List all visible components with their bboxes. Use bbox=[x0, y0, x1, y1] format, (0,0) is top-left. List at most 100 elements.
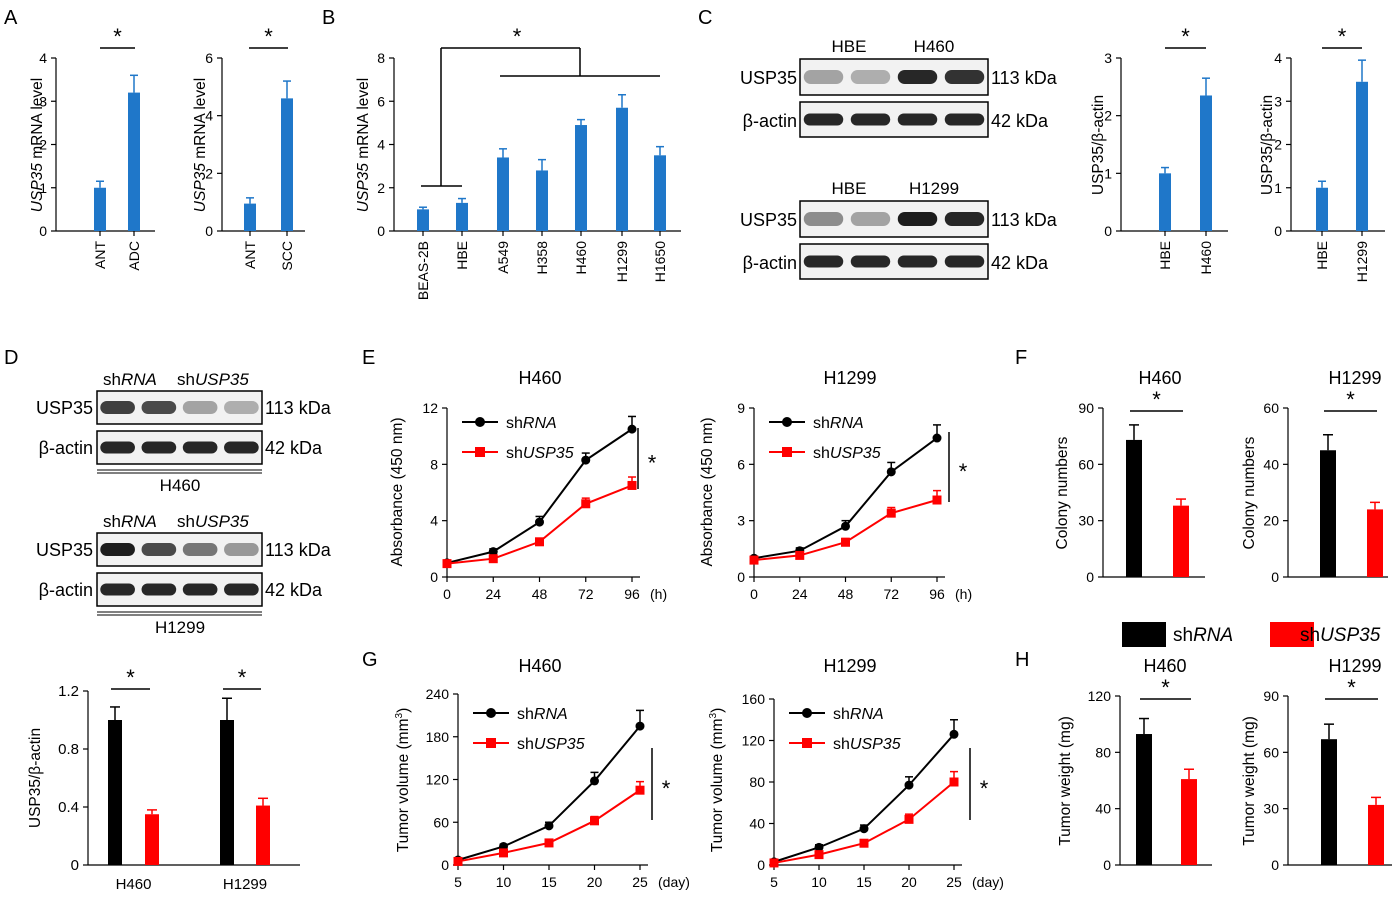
y-axis-label: Tumor volume (mm3) bbox=[708, 708, 726, 853]
data-point bbox=[932, 495, 942, 505]
protein-label: USP35 bbox=[36, 398, 93, 418]
bar bbox=[1367, 509, 1383, 577]
data-point bbox=[590, 776, 599, 786]
molecular-weight-label: 42 kDa bbox=[991, 253, 1049, 273]
y-tick-label: 40 bbox=[1263, 456, 1279, 472]
data-point bbox=[499, 848, 508, 858]
x-tick-label: 15 bbox=[856, 874, 872, 890]
data-point bbox=[769, 858, 779, 868]
y-axis-label: USP35/β-actin bbox=[1259, 95, 1276, 195]
x-tick-label: 20 bbox=[901, 874, 917, 890]
protein-label: USP35 bbox=[740, 68, 797, 88]
data-point bbox=[904, 780, 914, 790]
y-tick-label: 0 bbox=[1086, 569, 1094, 585]
data-point bbox=[814, 842, 824, 852]
lane-group-label: shRNA bbox=[103, 370, 157, 389]
bar bbox=[220, 720, 234, 865]
chart-title: H1299 bbox=[823, 368, 876, 388]
bar bbox=[128, 92, 140, 231]
y-tick-label: 180 bbox=[426, 729, 450, 745]
blot-band bbox=[850, 212, 891, 226]
data-point bbox=[581, 455, 591, 465]
y-tick-label: 120 bbox=[1088, 688, 1112, 704]
protein-label: β-actin bbox=[39, 580, 93, 600]
chart-title: H1299 bbox=[823, 656, 876, 676]
legend-label: shRNA bbox=[506, 415, 557, 432]
panel-letter-b: B bbox=[322, 7, 335, 29]
y-tick-label: 6 bbox=[737, 456, 745, 472]
lane-group-label: shRNA bbox=[103, 512, 157, 531]
y-tick-label: 0 bbox=[39, 223, 47, 239]
significance-star: * bbox=[980, 776, 989, 801]
blot-band bbox=[141, 543, 177, 556]
panel-letter-d: D bbox=[4, 347, 18, 369]
bar bbox=[145, 814, 159, 865]
significance-star: * bbox=[126, 665, 135, 690]
significance-star: * bbox=[513, 24, 522, 49]
x-tick-label: H1650 bbox=[652, 241, 668, 282]
y-axis-label: USP35/β-actin bbox=[27, 728, 44, 828]
y-tick-label: 2 bbox=[39, 137, 47, 153]
legend-label: shUSP35 bbox=[833, 736, 901, 753]
bar bbox=[417, 209, 429, 231]
y-tick-label: 3 bbox=[1104, 50, 1112, 66]
data-point bbox=[488, 554, 498, 564]
y-axis-label: Absorbance (450 nm) bbox=[699, 417, 716, 566]
y-tick-label: 4 bbox=[205, 108, 213, 124]
data-point bbox=[886, 508, 896, 518]
legend-marker bbox=[782, 417, 792, 427]
chart-title: H460 bbox=[518, 656, 561, 676]
y-axis-label: Tumor volume (mm3) bbox=[394, 708, 412, 853]
blot-band bbox=[803, 70, 844, 84]
data-point bbox=[581, 499, 591, 509]
legend-label: shRNA bbox=[833, 706, 884, 723]
y-tick-label: 0 bbox=[757, 857, 765, 873]
y-tick-label: 30 bbox=[1263, 801, 1279, 817]
legend-label: shUSP35 bbox=[517, 736, 585, 753]
panel-letter-g: G bbox=[362, 649, 378, 671]
blot-band bbox=[803, 255, 844, 268]
lane-group-label: HBE bbox=[832, 179, 867, 198]
bar bbox=[108, 720, 122, 865]
significance-star: * bbox=[1161, 675, 1170, 700]
y-axis-label: Tumor weight (mg) bbox=[1057, 716, 1074, 845]
legend-marker bbox=[802, 708, 812, 718]
cell-line-label: H1299 bbox=[155, 618, 205, 637]
data-point bbox=[904, 814, 914, 824]
y-tick-label: 4 bbox=[377, 137, 385, 153]
y-tick-label: 3 bbox=[39, 93, 47, 109]
chart-f2-h1299-colonies: H1299 0 20 40 60 * Colony numbers bbox=[1241, 368, 1388, 585]
chart-title: H460 bbox=[1143, 656, 1186, 676]
lane-group-label: shUSP35 bbox=[177, 512, 249, 531]
y-tick-label: 0 bbox=[1104, 223, 1112, 239]
legend-label: shUSP35 bbox=[506, 445, 574, 462]
x-tick-label: 24 bbox=[792, 586, 808, 602]
x-tick-label: BEAS-2B bbox=[415, 241, 431, 300]
blot-band bbox=[850, 70, 891, 84]
x-tick-label: 96 bbox=[929, 586, 945, 602]
chart-title: H1299 bbox=[1328, 656, 1381, 676]
y-axis-label: USP35 mRNA level bbox=[355, 78, 372, 212]
x-tick-label: ADC bbox=[126, 241, 142, 271]
x-tick-label: 25 bbox=[632, 874, 648, 890]
data-point bbox=[749, 555, 759, 565]
y-tick-label: 60 bbox=[1263, 400, 1279, 416]
y-tick-label: 120 bbox=[742, 733, 766, 749]
x-tick-label: ANT bbox=[92, 241, 108, 269]
significance-star: * bbox=[959, 459, 968, 484]
molecular-weight-label: 42 kDa bbox=[265, 438, 323, 458]
chart-f1-h460-colonies: H460 0 30 60 90 * Colony numbers bbox=[1054, 368, 1205, 585]
data-point bbox=[635, 721, 645, 731]
protein-label: USP35 bbox=[740, 210, 797, 230]
legend-label: shUSP35 bbox=[1300, 625, 1381, 646]
legend-f: shRNA shUSP35 bbox=[1122, 622, 1381, 647]
data-point bbox=[859, 838, 869, 848]
y-tick-label: 4 bbox=[1274, 50, 1282, 66]
x-tick-label: SCC bbox=[279, 241, 295, 271]
blot-band bbox=[182, 543, 218, 556]
y-tick-label: 0 bbox=[1271, 857, 1279, 873]
y-tick-label: 80 bbox=[1095, 744, 1111, 760]
x-tick-label: H460 bbox=[573, 241, 589, 275]
y-tick-label: 2 bbox=[205, 165, 213, 181]
x-tick-label: ANT bbox=[242, 241, 258, 269]
